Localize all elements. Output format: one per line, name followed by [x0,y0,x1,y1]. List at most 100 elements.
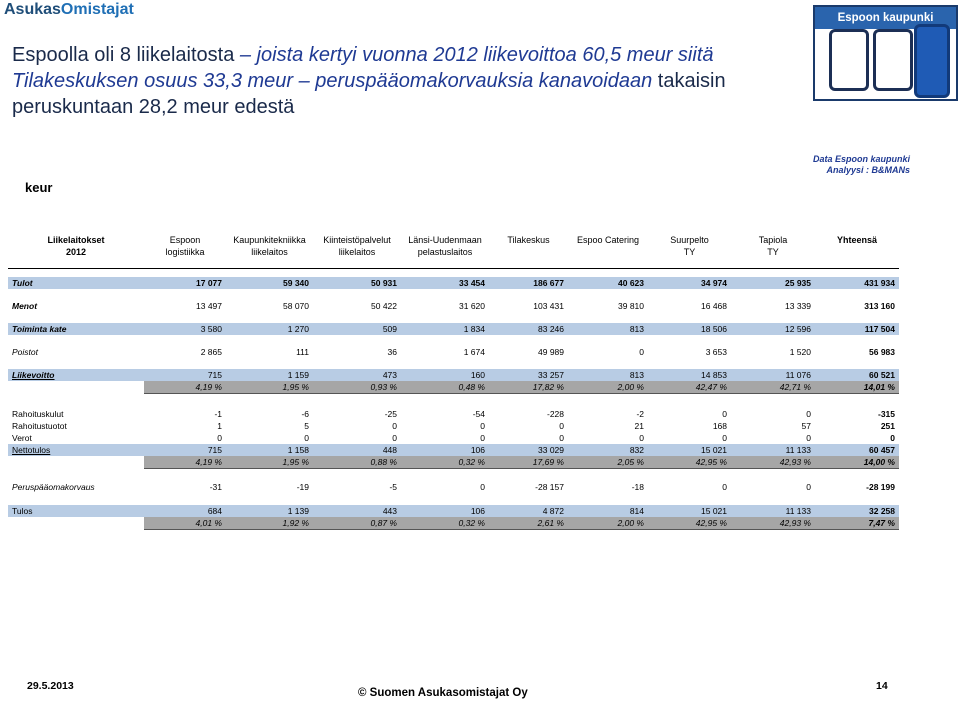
row-label [8,517,144,530]
value-cell: 0 [806,433,811,443]
value-cell: 715 [144,369,226,381]
total-cell: 14,00 % [815,456,899,469]
value-cell: 0 [722,433,727,443]
value-cell: 4,19 % [144,456,226,469]
total-cell: 0 [890,433,895,443]
city-logo-shape-2 [873,29,913,91]
value-cell: 0,32 % [401,456,489,469]
spacer-row [8,358,899,369]
value-cell: 1,95 % [226,381,313,394]
row-liikevoitto: Liikevoitto 715 1 159 473 160 33 257 813 14 853… [8,369,899,381]
value-cell: 0 [480,433,485,443]
page-title: Espoolla oli 8 liikelaitosta – joista ke… [12,42,802,120]
row-header2: 2012 logistiikka liikelaitos liikelaitos pel… [8,247,899,259]
total-cell: 117 504 [815,323,899,335]
value-cell: Espoon [169,235,201,245]
value-cell: 83 246 [489,323,568,335]
value-cell: 0 [392,433,397,443]
value-cell: 0,32 % [401,517,489,530]
city-logo-box: Espoon kaupunki [813,5,958,101]
row-nettotulos: Nettotulos 715 1 158 448 106 33 029 832 15 021 1… [8,444,899,456]
value-cell: 42,47 % [648,381,731,394]
total-cell: -28 199 [866,482,895,492]
value-cell: 186 677 [489,277,568,289]
row-label: Verot [12,433,32,443]
value-cell: -54 [472,409,485,419]
row-liikevoitto_pct: 4,19 % 1,95 % 0,93 % 0,48 % 17,82 % 2,00 % 42,… [8,381,899,394]
source-line-2: Analyysi : B&MANs [826,165,910,175]
value-cell: 0,87 % [313,517,401,530]
value-cell: 0 [639,347,644,357]
value-cell: 33 257 [489,369,568,381]
spacer-row [8,289,899,300]
value-cell: 12 596 [731,323,815,335]
value-cell: 448 [313,444,401,456]
value-cell: 814 [568,505,648,517]
value-cell: 0,48 % [401,381,489,394]
value-cell: 0,88 % [313,456,401,469]
value-cell: TY [683,247,696,257]
value-cell: 443 [313,505,401,517]
value-cell: 42,95 % [648,517,731,530]
value-cell: 34 974 [648,277,731,289]
value-cell [568,247,648,259]
row-label: Nettotulos [8,444,144,456]
value-cell: 2,00 % [568,381,648,394]
row-tulos_pct: 4,01 % 1,92 % 0,87 % 0,32 % 2,61 % 2,00 % 42,9… [8,517,899,530]
value-cell [489,247,568,259]
value-cell: pelastuslaitos [417,247,473,257]
value-cell: 1 674 [463,347,485,357]
value-cell: 684 [144,505,226,517]
spacer-cell [8,394,899,409]
title-plain1: Espoolla oli 8 liikelaitosta [12,44,240,66]
row-rahoitustuotot: Rahoitustuotot 1 5 0 0 0 21 168 57 251 [8,420,899,432]
row-rahoituskulut: Rahoituskulut -1 -6 -25 -54 -228 -2 0 0 -315 [8,408,899,420]
value-cell: 5 [304,421,309,431]
value-cell: 17,82 % [489,381,568,394]
value-cell: 2 865 [200,347,222,357]
value-cell: 0 [806,409,811,419]
value-cell: 39 810 [618,301,644,311]
row-label: Liikevoitto [8,369,144,381]
total-cell: 14,01 % [815,381,899,394]
city-logo-shape-3 [914,24,950,98]
total-cell: 60 457 [815,444,899,456]
value-cell: -25 [384,409,397,419]
value-cell: 33 029 [489,444,568,456]
row-label: Poistot [12,347,38,357]
value-cell: 11 076 [731,369,815,381]
value-cell: 106 [401,444,489,456]
value-cell: 2,05 % [568,456,648,469]
value-cell: 17 077 [144,277,226,289]
row-label: 2012 [65,247,87,257]
value-cell: 42,95 % [648,456,731,469]
value-cell: 50 422 [371,301,397,311]
value-cell: 15 021 [648,505,731,517]
total-cell: 251 [880,421,895,431]
value-cell: 103 431 [533,301,564,311]
value-cell: Kaupunkitekniikka [233,235,306,245]
footer-date: 29.5.2013 [27,680,74,692]
value-cell: 473 [313,369,401,381]
row-label: Tulot [8,277,144,289]
value-cell: 13 497 [196,301,222,311]
row-label [8,381,144,394]
value-cell: -2 [636,409,644,419]
spacer-row [8,394,899,409]
value-cell: 0 [217,433,222,443]
value-cell: 168 [712,421,727,431]
total-cell: 7,47 % [815,517,899,530]
total-cell: -315 [877,409,895,419]
value-cell: 21 [634,421,644,431]
value-cell: 3 580 [144,323,226,335]
value-cell: 1 158 [226,444,313,456]
value-cell: 15 021 [648,444,731,456]
brand-part1: Asukas [4,1,61,18]
value-cell: TY [767,247,779,257]
value-cell: 25 935 [731,277,815,289]
value-cell: 57 [801,421,811,431]
value-cell: 11 133 [731,505,815,517]
value-cell: 0 [559,433,564,443]
source-line-1: Data Espoon kaupunki [812,154,910,164]
row-nettotulos_pct: 4,19 % 1,95 % 0,88 % 0,32 % 17,69 % 2,05 % 42,… [8,456,899,469]
